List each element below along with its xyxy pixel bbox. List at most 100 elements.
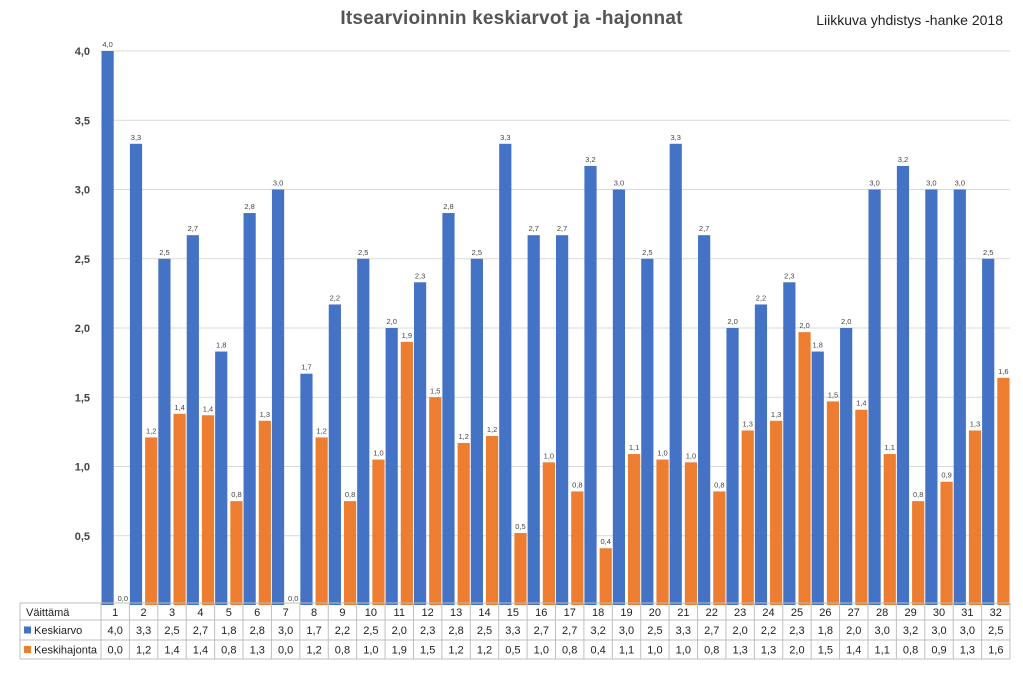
table-cell: 1,0 — [363, 645, 378, 657]
table-cell: 2,7 — [704, 625, 719, 637]
table-cell: 2,7 — [534, 625, 549, 637]
table-cell: 1,0 — [534, 645, 549, 657]
y-tick-label: 0,5 — [75, 531, 90, 543]
bar-keskihajonta-18 — [599, 548, 612, 605]
data-label: 1,0 — [544, 451, 554, 460]
table-cell: 1,5 — [818, 645, 833, 657]
table-cell: 1,1 — [619, 645, 634, 657]
category-label: 28 — [876, 607, 888, 619]
table-cell: 1,0 — [647, 645, 662, 657]
bar-keskiarvo-22 — [698, 235, 711, 605]
data-label: 3,2 — [898, 155, 908, 164]
table-cell: 1,2 — [477, 645, 492, 657]
bar-keskihajonta-13 — [457, 442, 470, 605]
category-label: 12 — [422, 607, 434, 619]
category-label: 27 — [848, 607, 860, 619]
category-label: 11 — [394, 607, 405, 619]
data-label: 1,4 — [856, 399, 866, 408]
data-label: 2,2 — [330, 293, 340, 302]
data-label: 1,0 — [657, 449, 667, 458]
legend-label: Keskiarvo — [34, 625, 82, 637]
data-label: 1,0 — [686, 451, 696, 460]
data-label: 1,8 — [813, 341, 823, 350]
table-cell: 2,8 — [250, 625, 265, 637]
category-label: 14 — [478, 607, 490, 619]
bar-keskiarvo-31 — [953, 189, 966, 605]
category-label: 19 — [620, 607, 632, 619]
table-cell: 2,0 — [846, 625, 861, 637]
data-label: 2,2 — [756, 293, 766, 302]
bar-keskihajonta-15 — [514, 532, 527, 605]
data-label: 2,7 — [699, 224, 709, 233]
category-label: 15 — [507, 607, 519, 619]
bar-keskiarvo-4 — [186, 235, 199, 605]
bar-keskihajonta-30 — [940, 481, 953, 605]
data-label: 0,5 — [515, 522, 525, 531]
data-label: 1,3 — [260, 410, 270, 419]
category-label: 29 — [904, 607, 916, 619]
table-header-label: Väittämä — [26, 607, 70, 619]
table-cell: 1,0 — [676, 645, 691, 657]
bar-keskiarvo-20 — [641, 258, 654, 605]
bar-keskihajonta-17 — [571, 491, 584, 605]
data-label: 1,2 — [316, 426, 326, 435]
bar-keskiarvo-30 — [925, 189, 938, 605]
y-axis-ticks: 4,0 3,5 3,0 2,5 2,0 1,5 1,0 0,5 — [75, 46, 90, 543]
bar-keskihajonta-19 — [628, 454, 641, 605]
y-tick-label: 2,0 — [75, 323, 90, 335]
table-cell: 1,3 — [732, 645, 747, 657]
bar-keskiarvo-32 — [982, 258, 995, 605]
data-label: 2,5 — [472, 248, 482, 257]
bar-keskihajonta-12 — [429, 397, 442, 605]
data-label: 1,7 — [301, 363, 311, 372]
data-label: 0,8 — [714, 480, 724, 489]
data-label: 2,3 — [415, 271, 425, 280]
category-label: 4 — [197, 607, 203, 619]
table-cell: 2,5 — [164, 625, 179, 637]
bar-keskiarvo-21 — [669, 143, 682, 606]
category-label: 30 — [933, 607, 945, 619]
data-label: 1,3 — [970, 419, 980, 428]
table-cell: 0,8 — [903, 645, 918, 657]
table-cell: 3,2 — [590, 625, 605, 637]
table-cell: 0,0 — [108, 645, 123, 657]
data-label: 0,8 — [345, 490, 355, 499]
data-label: 1,3 — [743, 419, 753, 428]
chart-subtitle: Liikkuva yhdistys -hanke 2018 — [816, 12, 1003, 28]
data-label: 3,0 — [955, 179, 965, 188]
table-cell: 2,8 — [448, 625, 463, 637]
y-tick-label: 3,5 — [75, 115, 90, 127]
data-label: 2,0 — [386, 317, 396, 326]
table-cell: 3,3 — [505, 625, 520, 637]
category-label: 5 — [226, 607, 232, 619]
bar-keskiarvo-17 — [556, 235, 569, 605]
table-cell: 3,0 — [278, 625, 293, 637]
legend-label: Keskihajonta — [34, 645, 98, 657]
bar-keskihajonta-3 — [173, 413, 186, 605]
table-cell: 1,4 — [193, 645, 208, 657]
bar-keskihajonta-6 — [258, 420, 271, 605]
data-label: 1,9 — [402, 331, 412, 340]
table-cell: 3,0 — [960, 625, 975, 637]
table-cell: 0,8 — [335, 645, 350, 657]
category-label: 23 — [734, 607, 746, 619]
category-label: 1 — [112, 607, 118, 619]
bar-keskiarvo-27 — [840, 328, 853, 605]
bar-keskihajonta-5 — [230, 501, 243, 605]
bar-keskihajonta-20 — [656, 459, 669, 605]
y-tick-label: 1,5 — [75, 392, 90, 404]
bar-keskiarvo-11 — [385, 328, 398, 605]
category-label: 20 — [649, 607, 661, 619]
bar-keskihajonta-32 — [997, 377, 1010, 605]
bar-keskihajonta-4 — [201, 415, 215, 605]
bar-keskihajonta-10 — [372, 459, 385, 605]
category-label: 3 — [169, 607, 175, 619]
bar-keskiarvo-1 — [101, 51, 114, 605]
table-cell: 2,3 — [789, 625, 804, 637]
bar-keskihajonta-8 — [315, 437, 328, 605]
data-label: 2,7 — [528, 224, 538, 233]
data-label: 2,5 — [358, 248, 368, 257]
y-tick-label: 3,0 — [75, 185, 90, 197]
bar-keskihajonta-2 — [145, 437, 158, 605]
data-label: 3,0 — [926, 179, 936, 188]
